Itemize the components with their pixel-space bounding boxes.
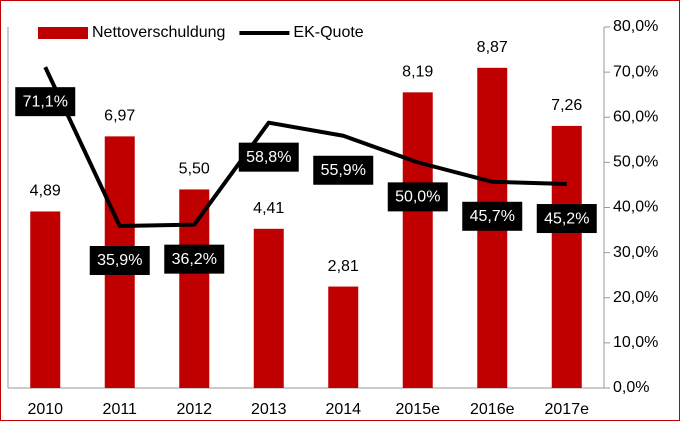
line-label: 35,9% — [97, 252, 142, 269]
line-label: 45,2% — [544, 210, 589, 227]
bar-label: 7,26 — [551, 97, 582, 114]
y2-tick-label: 0,0% — [613, 379, 649, 396]
line — [43, 66, 567, 229]
line-label: 55,9% — [321, 162, 366, 179]
bar-label: 6,97 — [104, 108, 135, 125]
legend-swatch — [38, 27, 88, 39]
x-tick-label: 2013 — [251, 401, 287, 418]
line-label-box — [15, 87, 76, 117]
line-label: 58,8% — [246, 149, 291, 166]
line-label-box — [536, 204, 597, 234]
bar — [253, 228, 284, 388]
y2-tick-label: 30,0% — [613, 244, 658, 261]
x-tick-label: 2015e — [396, 401, 441, 418]
line-label: 50,0% — [395, 189, 440, 206]
y2-tick-label: 40,0% — [613, 199, 658, 216]
line-label: 36,2% — [172, 251, 217, 268]
legend-label: EK-Quote — [293, 24, 363, 41]
x-tick-label: 2016e — [470, 401, 515, 418]
bar — [328, 286, 359, 388]
bar — [30, 211, 61, 388]
x-tick-label: 2012 — [176, 401, 212, 418]
bar-label: 2,81 — [328, 258, 359, 275]
y2-tick-label: 20,0% — [613, 289, 658, 306]
line-label-box — [462, 201, 523, 231]
x-tick-label: 2017e — [545, 401, 590, 418]
bar — [551, 125, 582, 388]
x-tick-label: 2011 — [103, 401, 138, 418]
line-label-box — [89, 246, 150, 276]
legend-label: Nettoverschuldung — [92, 24, 225, 41]
line-label-box — [238, 142, 299, 172]
bar — [402, 92, 433, 388]
line-label-box — [313, 155, 374, 185]
line-label: 71,1% — [23, 93, 68, 110]
bar-label: 5,50 — [179, 161, 210, 178]
y2-tick-label: 70,0% — [613, 63, 658, 80]
y2-tick-label: 60,0% — [613, 108, 658, 125]
y2-tick-label: 80,0% — [613, 18, 658, 35]
x-tick-label: 2010 — [27, 401, 63, 418]
bar — [179, 189, 210, 388]
y2-tick-label: 50,0% — [613, 154, 658, 171]
line-label-box — [164, 244, 225, 274]
line-label-box — [387, 182, 448, 212]
bar-label: 4,89 — [30, 183, 61, 200]
bar-label: 4,41 — [253, 200, 284, 217]
line-label: 45,7% — [470, 208, 515, 225]
bar-label: 8,19 — [402, 64, 433, 81]
x-tick-label: 2014 — [325, 401, 361, 418]
bar-label: 8,87 — [477, 39, 508, 56]
y2-tick-label: 10,0% — [613, 334, 658, 351]
